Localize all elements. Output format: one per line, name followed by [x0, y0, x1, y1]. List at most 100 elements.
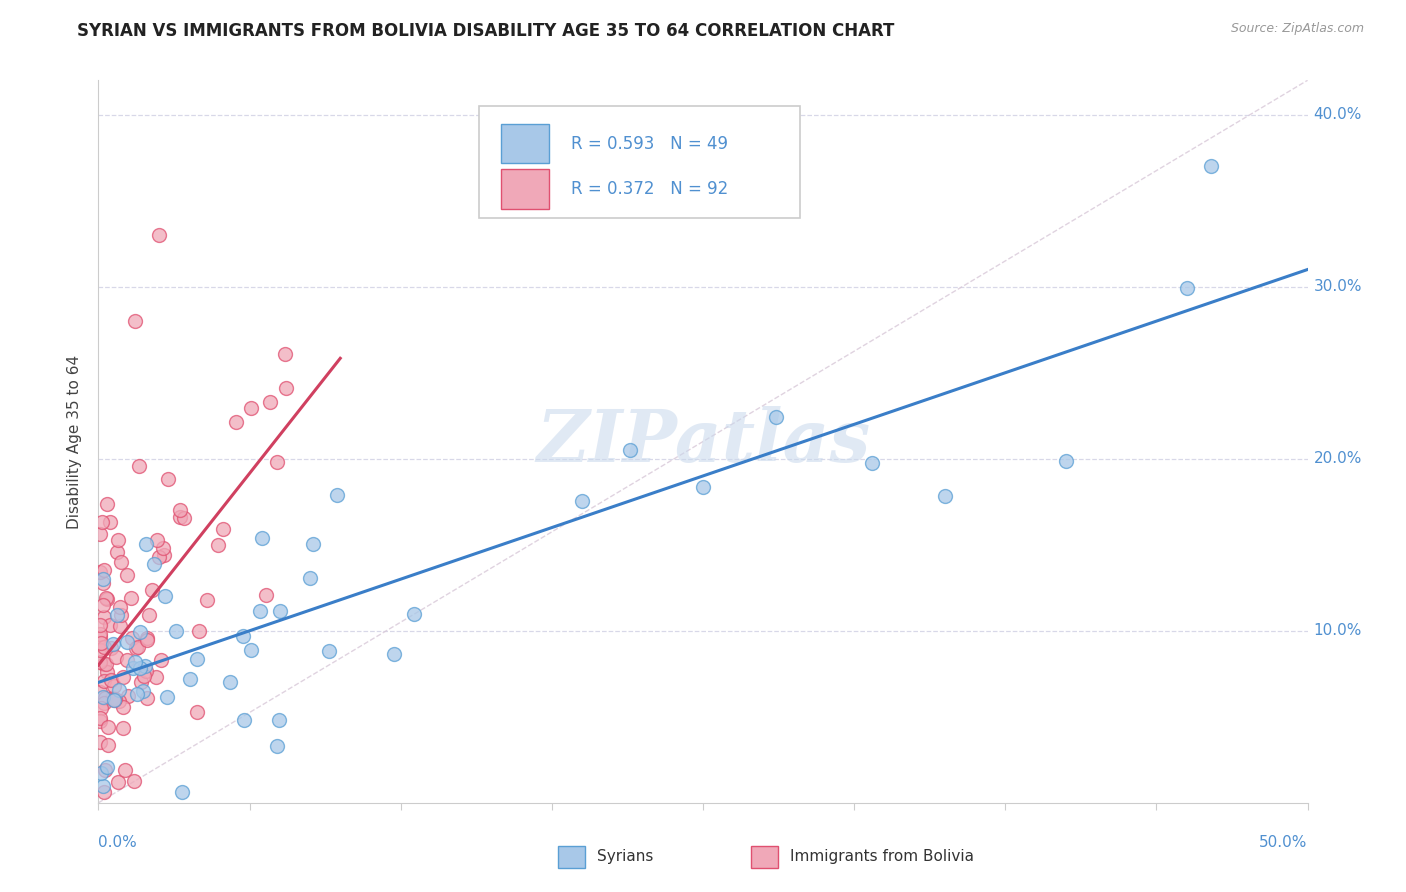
Point	[156, 690, 179, 704]
Point	[89, 735, 111, 749]
Text: R = 0.593   N = 49: R = 0.593 N = 49	[571, 135, 728, 153]
Point	[101, 637, 124, 651]
Point	[404, 607, 426, 622]
Point	[89, 526, 111, 541]
Point	[111, 670, 134, 684]
Point	[169, 510, 191, 524]
Point	[93, 563, 115, 577]
Point	[93, 785, 115, 799]
Text: Syrians: Syrians	[596, 849, 652, 864]
Point	[125, 688, 148, 702]
FancyBboxPatch shape	[479, 105, 800, 218]
Text: 0.0%: 0.0%	[98, 835, 138, 850]
Point	[148, 549, 170, 564]
Point	[93, 673, 115, 688]
Point	[117, 567, 139, 582]
Point	[91, 572, 114, 586]
Point	[135, 537, 157, 551]
Point	[110, 608, 132, 623]
Point	[96, 497, 118, 511]
Point	[103, 679, 125, 693]
Point	[110, 619, 132, 633]
Point	[103, 693, 125, 707]
Point	[107, 533, 129, 547]
Point	[90, 515, 112, 529]
Point	[1054, 453, 1077, 467]
Point	[302, 537, 325, 551]
Bar	[501, 124, 550, 163]
Point	[135, 664, 157, 678]
Point	[89, 685, 111, 699]
Point	[91, 780, 114, 794]
Point	[89, 566, 111, 580]
Point	[101, 690, 124, 705]
Point	[145, 533, 167, 548]
Point	[132, 684, 155, 698]
Point	[172, 784, 194, 798]
Point	[93, 609, 115, 624]
Point	[225, 416, 247, 430]
Point	[186, 705, 208, 719]
Point	[165, 624, 187, 639]
Point	[318, 644, 340, 658]
Text: Immigrants from Bolivia: Immigrants from Bolivia	[790, 849, 974, 864]
Point	[934, 489, 956, 503]
Point	[110, 555, 132, 569]
Point	[111, 700, 134, 714]
Point	[105, 545, 128, 559]
Bar	[558, 847, 585, 868]
Point	[94, 657, 117, 671]
Point	[267, 713, 290, 727]
Text: 10.0%: 10.0%	[1313, 624, 1362, 639]
Point	[186, 652, 208, 666]
Point	[276, 381, 298, 395]
Point	[219, 675, 242, 690]
Point	[96, 591, 118, 606]
Bar	[501, 169, 550, 209]
Point	[1199, 159, 1222, 173]
Point	[134, 669, 156, 683]
Point	[91, 576, 114, 591]
Text: R = 0.372   N = 92: R = 0.372 N = 92	[571, 180, 728, 198]
Point	[274, 347, 297, 361]
Point	[110, 600, 132, 615]
Point	[105, 607, 128, 622]
Point	[89, 618, 111, 632]
Point	[121, 631, 143, 645]
Point	[94, 764, 117, 778]
Point	[188, 624, 211, 638]
Point	[115, 653, 138, 667]
Point	[232, 713, 254, 727]
Point	[141, 582, 163, 597]
Point	[169, 503, 191, 517]
Point	[89, 626, 111, 640]
Point	[298, 571, 321, 585]
Point	[90, 766, 112, 780]
Point	[93, 657, 115, 672]
Point	[142, 557, 165, 571]
Point	[207, 538, 229, 552]
Point	[249, 604, 271, 618]
Point	[240, 401, 263, 416]
Point	[104, 691, 127, 706]
Text: Source: ZipAtlas.com: Source: ZipAtlas.com	[1230, 22, 1364, 36]
Point	[129, 661, 152, 675]
Point	[96, 665, 118, 680]
Point	[93, 640, 115, 654]
Point	[212, 522, 235, 536]
Point	[108, 683, 131, 698]
Point	[91, 690, 114, 704]
Point	[149, 652, 172, 666]
Point	[93, 691, 115, 706]
Point	[254, 588, 277, 602]
Point	[94, 591, 117, 605]
Point	[93, 696, 115, 710]
Text: 40.0%: 40.0%	[1313, 107, 1362, 122]
Point	[105, 650, 128, 665]
Text: 50.0%: 50.0%	[1260, 835, 1308, 850]
Point	[326, 487, 349, 501]
Point	[155, 590, 177, 604]
Point	[250, 532, 273, 546]
Point	[266, 455, 288, 469]
Point	[765, 409, 787, 424]
